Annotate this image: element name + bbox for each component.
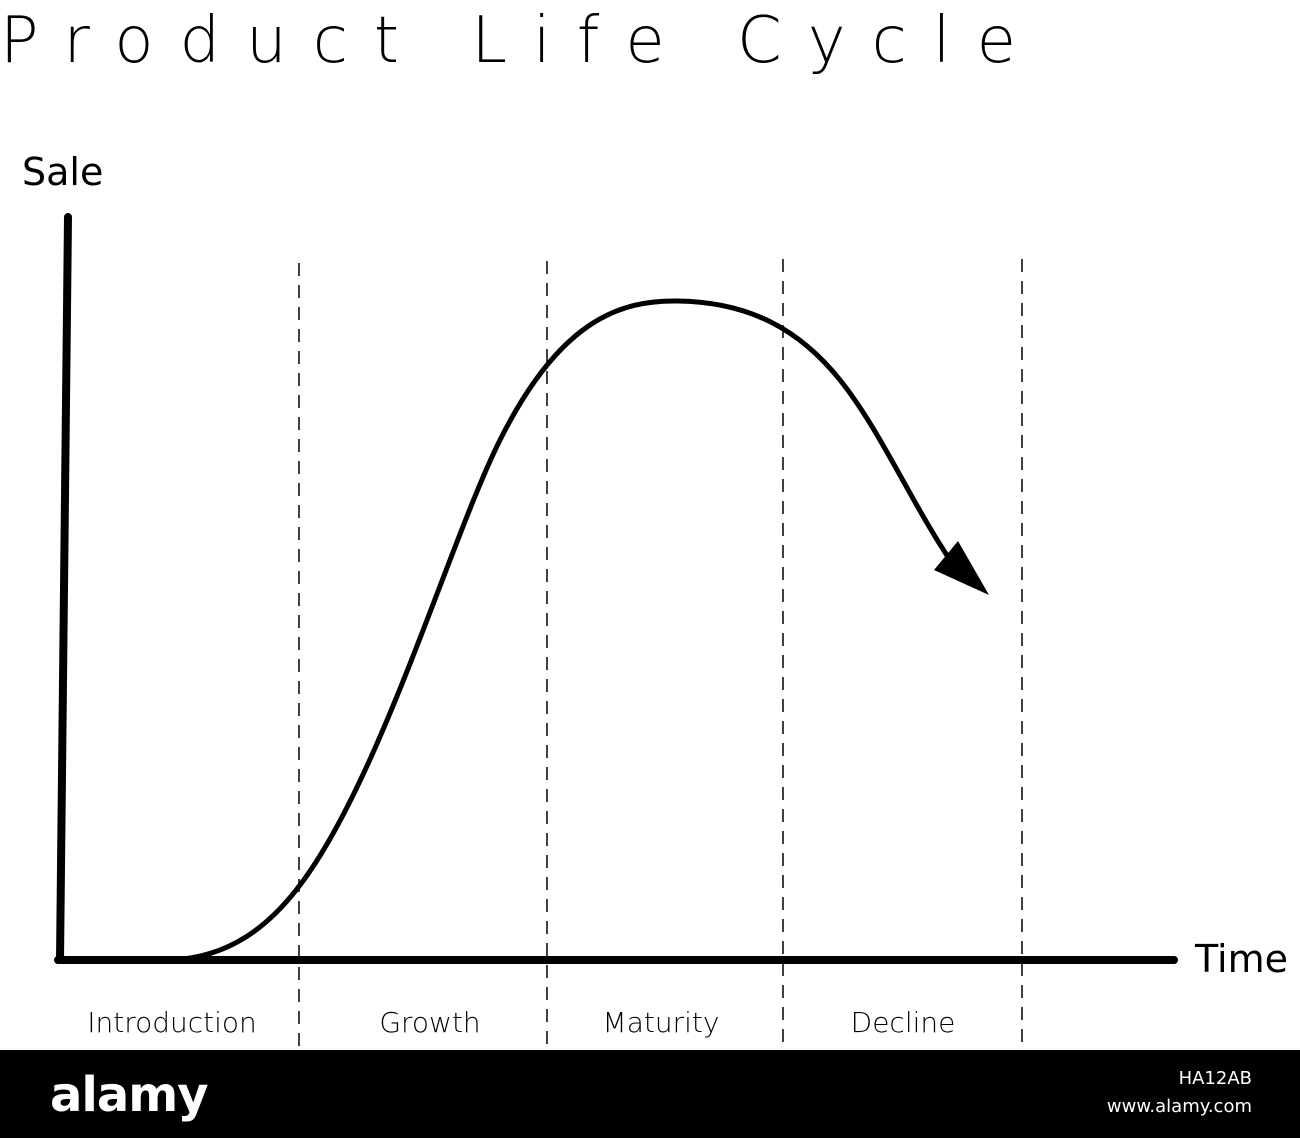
y-axis <box>56 213 72 964</box>
sales-curve <box>167 298 953 963</box>
y-axis-label: Sale <box>22 150 103 194</box>
stage-label-decline: Decline <box>851 1006 956 1039</box>
diagram-title: Product Life Cycle <box>0 4 1042 78</box>
stage-label-introduction: Introduction <box>87 1006 257 1039</box>
stage-label-growth: Growth <box>379 1006 480 1039</box>
x-axis-label: Time <box>1194 937 1288 981</box>
image-id: HA12AB <box>1178 1068 1252 1089</box>
site-url: www.alamy.com <box>1106 1096 1252 1117</box>
curve-arrowhead <box>934 541 989 595</box>
stage-label-maturity: Maturity <box>603 1006 720 1039</box>
watermark-footer <box>0 1050 1300 1138</box>
alamy-logo: alamy <box>50 1067 209 1123</box>
